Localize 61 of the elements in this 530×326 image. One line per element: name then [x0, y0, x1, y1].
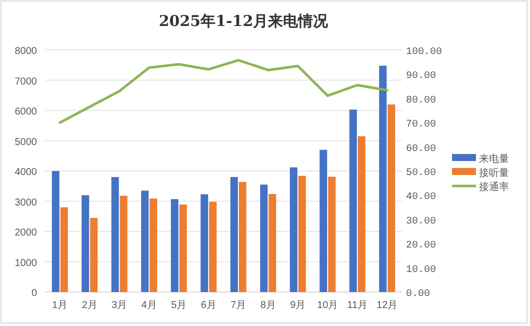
bar — [238, 182, 246, 292]
legend-label: 来电量 — [479, 153, 509, 165]
x-tick-label: 1月 — [52, 300, 68, 311]
bar — [111, 177, 119, 292]
bar — [179, 204, 187, 292]
y2-tick-label: 30.00 — [406, 216, 436, 228]
y-tick-label: 7000 — [14, 76, 38, 88]
x-tick-label: 8月 — [260, 300, 276, 311]
y2-tick-label: 50.00 — [406, 168, 436, 179]
bar — [349, 110, 357, 292]
bar — [268, 194, 276, 292]
bar — [298, 176, 306, 292]
bar — [150, 198, 158, 292]
bar — [290, 167, 298, 292]
y-tick-label: 6000 — [14, 106, 38, 118]
y2-tick-label: 10.00 — [406, 264, 436, 276]
y2-tick-label: 90.00 — [406, 71, 436, 82]
bar — [82, 195, 90, 292]
x-tick-label: 11月 — [347, 300, 368, 311]
y2-tick-label: 60.00 — [406, 144, 436, 155]
bar — [52, 171, 60, 292]
bar — [120, 196, 128, 292]
bar — [320, 150, 328, 292]
y2-tick-label: 0.00 — [406, 289, 430, 300]
legend-label: 接听量 — [479, 167, 509, 179]
y-tick-label: 5000 — [14, 136, 38, 148]
y2-tick-label: 70.00 — [406, 120, 436, 131]
bar — [379, 66, 387, 292]
x-tick-label: 9月 — [290, 300, 306, 311]
legend-label: 接通率 — [479, 181, 509, 193]
x-tick-label: 12月 — [376, 300, 398, 311]
bar — [60, 207, 68, 292]
y2-tick-label: 20.00 — [406, 240, 436, 252]
y-tick-label: 8000 — [14, 46, 38, 57]
x-tick-label: 4月 — [141, 300, 157, 311]
y-tick-label: 3000 — [14, 197, 38, 208]
x-tick-label: 7月 — [230, 300, 246, 311]
y-tick-label: 4000 — [14, 167, 38, 178]
x-tick-label: 2月 — [82, 300, 98, 311]
bar — [230, 177, 238, 292]
bar — [141, 190, 149, 292]
bar — [358, 136, 366, 292]
bar — [90, 218, 98, 292]
y-tick-label: 0 — [31, 288, 38, 299]
bar — [328, 176, 336, 292]
y2-tick-label: 40.00 — [406, 192, 436, 204]
line-series — [58, 58, 388, 124]
bar — [200, 194, 208, 292]
bar — [209, 202, 217, 292]
y2-tick-label: 100.00 — [406, 47, 442, 58]
y2-tick-label: 80.00 — [406, 95, 436, 106]
bar — [170, 199, 178, 292]
bar — [260, 184, 268, 292]
x-tick-label: 10月 — [317, 300, 338, 311]
y-tick-label: 1000 — [14, 258, 38, 269]
x-tick-label: 6月 — [200, 300, 216, 311]
x-tick-label: 3月 — [112, 300, 128, 311]
bar — [388, 104, 396, 292]
chart-title: 2025年1-12月来电情况 — [158, 12, 330, 30]
y-tick-label: 2000 — [14, 228, 38, 238]
x-tick-label: 5月 — [171, 300, 187, 311]
